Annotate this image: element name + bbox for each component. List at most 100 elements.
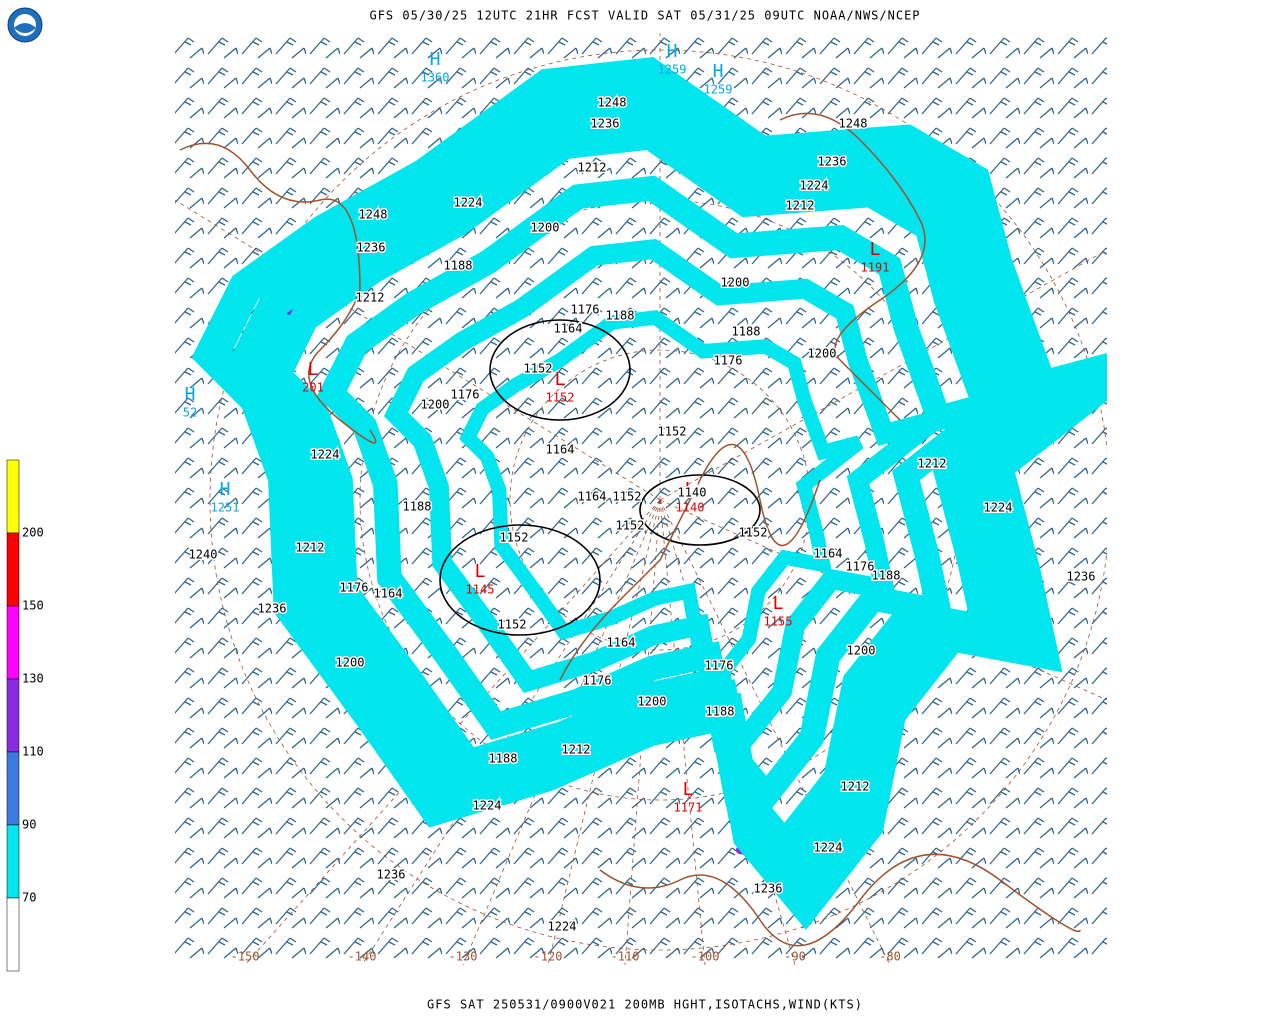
center-value: 201 <box>302 381 324 395</box>
contour-label: 1212 <box>786 199 815 213</box>
colorbar-band <box>6 751 20 826</box>
center-letter: L <box>683 779 694 800</box>
contour-label: 1152 <box>658 425 687 439</box>
contour-label: 1188 <box>403 500 432 514</box>
noaa-logo <box>7 7 43 43</box>
contour-label: 1176 <box>714 354 743 368</box>
contour-label: 1152 <box>739 526 768 540</box>
contour-label: 1152 <box>616 519 645 533</box>
contour-label: 1240 <box>189 548 218 562</box>
contour-label: 1188 <box>444 259 473 273</box>
contour-label: 1176 <box>340 581 369 595</box>
center-value: 1259 <box>658 63 687 77</box>
contour-label: 1236 <box>591 117 620 131</box>
footer: GFS SAT 250531/0900V021 200MB HGHT,ISOTA… <box>427 998 863 1012</box>
title: GFS 05/30/25 12UTC 21HR FCST VALID SAT 0… <box>369 9 920 23</box>
colorbar-label: 130 <box>22 672 44 686</box>
contour-label: 1212 <box>356 291 385 305</box>
colorbar-band <box>6 678 20 753</box>
contour-label: 1224 <box>473 799 502 813</box>
center-value: 1155 <box>764 615 793 629</box>
contour-label: 1224 <box>814 841 843 855</box>
colorbar-label: 70 <box>22 891 36 905</box>
coastlines <box>179 112 1081 947</box>
contour-label: 1224 <box>311 448 340 462</box>
contour-label: 1164 <box>578 490 607 504</box>
center-value: 1145 <box>466 583 495 597</box>
center-letter: H <box>713 61 724 82</box>
colorbar-label: 110 <box>22 745 44 759</box>
center-value: 1140 <box>676 501 705 515</box>
contour-label: 1164 <box>374 587 403 601</box>
contour-label: 1152 <box>498 618 527 632</box>
center-letter: H <box>220 479 231 500</box>
contour-label: 1212 <box>578 161 607 175</box>
contour-label: 1176 <box>451 388 480 402</box>
contour-label: 1176 <box>846 560 875 574</box>
contour-label: 1176 <box>571 303 600 317</box>
contour-label: 1236 <box>258 602 287 616</box>
contour-label: 1236 <box>754 882 783 896</box>
contour-label: 1224 <box>548 920 577 934</box>
center-value: 1251 <box>211 501 240 515</box>
contour-label: 1176 <box>705 659 734 673</box>
colorbar-band <box>6 605 20 680</box>
colorbar: 200 150 130 110 90 70 <box>6 459 44 972</box>
contour-label: 1200 <box>638 695 667 709</box>
contour-label: 1164 <box>814 547 843 561</box>
map <box>175 33 1125 965</box>
center-value: 1171 <box>674 801 703 815</box>
contour-label: 1200 <box>847 644 876 658</box>
center-value: 1152 <box>546 391 575 405</box>
contour-label: 1152 <box>500 531 529 545</box>
colorbar-band <box>6 824 20 899</box>
contour-label: 1212 <box>918 457 947 471</box>
longitude-label: -90 <box>784 950 806 964</box>
contour-label: 1248 <box>359 208 388 222</box>
longitude-label: -120 <box>534 950 563 964</box>
center-value: 1259 <box>704 83 733 97</box>
longitude-label: -130 <box>449 950 478 964</box>
center-value: 52 <box>183 406 197 420</box>
contour-label: 1152 <box>613 490 642 504</box>
center-letter: H <box>185 384 196 405</box>
contour-label: 1152 <box>524 362 553 376</box>
contour-label: 1200 <box>421 398 450 412</box>
contour-label: 1200 <box>336 656 365 670</box>
contour-label: 1224 <box>800 179 829 193</box>
contour-label: 1236 <box>1067 570 1096 584</box>
contour-label: 1248 <box>598 96 627 110</box>
center-letter: H <box>430 49 441 70</box>
contour-label: 1188 <box>706 705 735 719</box>
contour-label: 1176 <box>583 674 612 688</box>
contour-label: 1188 <box>872 569 901 583</box>
center-letter: L <box>308 359 319 380</box>
colorbar-label: 150 <box>22 599 44 613</box>
contour-label: 1236 <box>818 155 847 169</box>
center-letter: L <box>555 369 566 390</box>
contour-label: 1212 <box>562 743 591 757</box>
contour-label: 1212 <box>841 780 870 794</box>
center-letter: L <box>475 561 486 582</box>
center-letter: L <box>773 593 784 614</box>
center-letter: L <box>685 479 696 500</box>
contour-label: 1212 <box>296 541 325 555</box>
contour-label: 1224 <box>984 501 1013 515</box>
longitude-label: -110 <box>611 950 640 964</box>
contour-label: 1188 <box>606 309 635 323</box>
colorbar-band <box>6 459 20 534</box>
longitude-label: -100 <box>691 950 720 964</box>
contour-label: 1236 <box>357 241 386 255</box>
contour-label: 1164 <box>554 322 583 336</box>
center-letter: L <box>870 239 881 260</box>
colorbar-label: 90 <box>22 818 36 832</box>
longitude-label: -80 <box>879 950 901 964</box>
longitude-label: -150 <box>231 950 260 964</box>
contour-label: 1188 <box>489 752 518 766</box>
height-contours <box>212 74 1125 903</box>
contour-label: 1164 <box>607 636 636 650</box>
longitude-label: -140 <box>348 950 377 964</box>
center-value: 1360 <box>421 71 450 85</box>
colorbar-band <box>6 532 20 607</box>
